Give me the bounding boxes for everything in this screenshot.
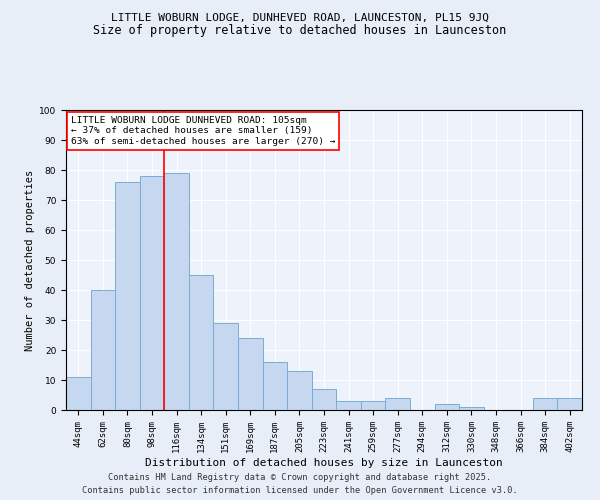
Text: Contains HM Land Registry data © Crown copyright and database right 2025.
Contai: Contains HM Land Registry data © Crown c… xyxy=(82,474,518,495)
Bar xyxy=(164,173,189,410)
Bar xyxy=(336,401,361,410)
Bar xyxy=(287,371,312,410)
Text: LITTLE WOBURN LODGE, DUNHEVED ROAD, LAUNCESTON, PL15 9JQ: LITTLE WOBURN LODGE, DUNHEVED ROAD, LAUN… xyxy=(111,12,489,22)
Bar xyxy=(214,323,238,410)
Bar xyxy=(263,362,287,410)
Bar xyxy=(91,290,115,410)
Bar xyxy=(459,407,484,410)
Bar xyxy=(385,398,410,410)
Bar xyxy=(312,389,336,410)
X-axis label: Distribution of detached houses by size in Launceston: Distribution of detached houses by size … xyxy=(145,458,503,468)
Bar xyxy=(361,401,385,410)
Bar xyxy=(115,182,140,410)
Text: LITTLE WOBURN LODGE DUNHEVED ROAD: 105sqm
← 37% of detached houses are smaller (: LITTLE WOBURN LODGE DUNHEVED ROAD: 105sq… xyxy=(71,116,335,146)
Y-axis label: Number of detached properties: Number of detached properties xyxy=(25,170,35,350)
Bar xyxy=(434,404,459,410)
Bar xyxy=(140,176,164,410)
Bar xyxy=(557,398,582,410)
Bar xyxy=(238,338,263,410)
Text: Size of property relative to detached houses in Launceston: Size of property relative to detached ho… xyxy=(94,24,506,37)
Bar xyxy=(189,275,214,410)
Bar xyxy=(66,377,91,410)
Bar xyxy=(533,398,557,410)
